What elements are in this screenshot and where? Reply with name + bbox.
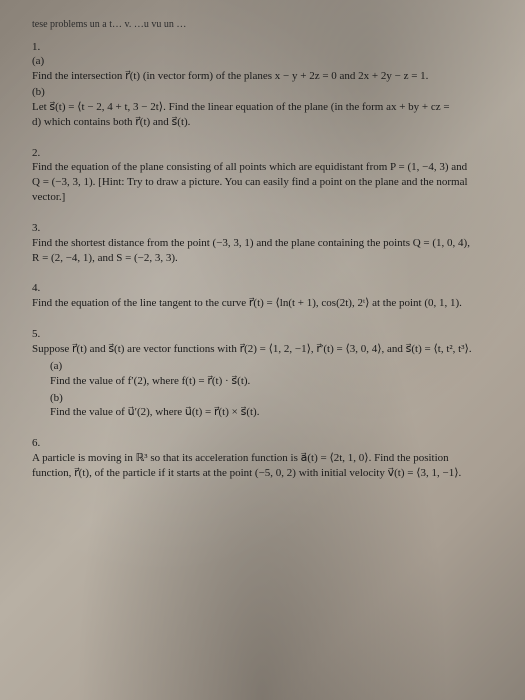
problem-text: Find the shortest distance from the poin…	[32, 236, 477, 266]
part-label: (b)	[50, 391, 72, 406]
problem-5: 5. Suppose r⃗(t) and s⃗(t) are vector fu…	[32, 327, 497, 420]
part-label: (a)	[50, 359, 72, 374]
problem-1: 1. (a) Find the intersection r⃗(t) (in v…	[32, 40, 497, 130]
problem-number: 4.	[32, 281, 50, 296]
problem-text: A particle is moving in ℝ³ so that its a…	[32, 451, 477, 481]
problem-number: 2.	[32, 146, 50, 161]
problem-content: (a) Find the intersection r⃗(t) (in vect…	[32, 54, 477, 129]
part-text: Let s⃗(t) = ⟨t − 2, 4 + t, 3 − 2t⟩. Find…	[32, 100, 453, 130]
part-text: Find the intersection r⃗(t) (in vector f…	[32, 69, 453, 84]
part-text: Find the value of u⃗′(2), where u⃗(t) = …	[50, 405, 453, 420]
problem-2: 2. Find the equation of the plane consis…	[32, 146, 497, 205]
problem-intro: Suppose r⃗(t) and s⃗(t) are vector funct…	[32, 342, 477, 357]
problem-number: 3.	[32, 221, 50, 236]
problem-6: 6. A particle is moving in ℝ³ so that it…	[32, 436, 497, 481]
problem-3: 3. Find the shortest distance from the p…	[32, 221, 497, 266]
header-fragment: tese problems un a t… v. …u vu un …	[32, 18, 497, 32]
problem-4: 4. Find the equation of the line tangent…	[32, 281, 497, 311]
problem-text: Find the equation of the plane consistin…	[32, 160, 477, 205]
problem-number: 6.	[32, 436, 50, 451]
part-label: (b)	[32, 85, 54, 100]
problem-content: Suppose r⃗(t) and s⃗(t) are vector funct…	[32, 342, 477, 420]
problem-text: Find the equation of the line tangent to…	[32, 296, 477, 311]
part-label: (a)	[32, 54, 54, 69]
problem-number: 1.	[32, 40, 50, 55]
part-text: Find the value of f′(2), where f(t) = r⃗…	[50, 374, 453, 389]
problem-number: 5.	[32, 327, 50, 342]
